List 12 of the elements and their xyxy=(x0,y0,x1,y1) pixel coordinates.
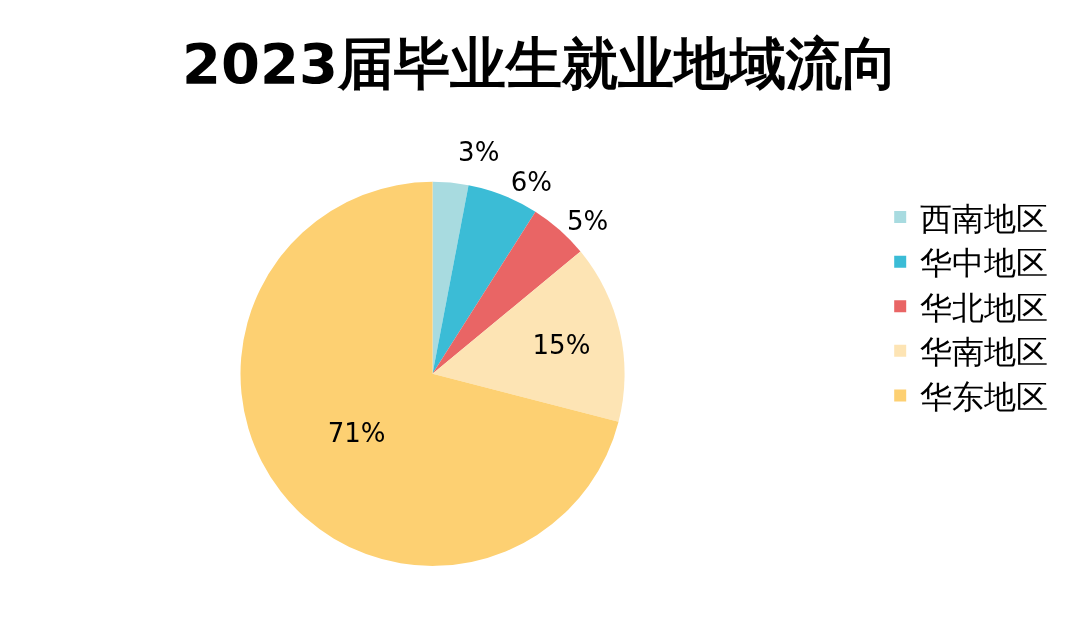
legend-label: 华南地区 xyxy=(920,333,1049,372)
legend-label: 西南地区 xyxy=(920,199,1049,238)
data-label: 71% xyxy=(327,417,386,448)
data-label: 3% xyxy=(458,137,500,168)
legend-label: 华北地区 xyxy=(920,288,1049,327)
legend-label: 华东地区 xyxy=(920,377,1049,416)
data-label: 6% xyxy=(510,167,552,198)
data-label: 5% xyxy=(567,206,609,237)
chart-title: 2023届毕业生就业地域流向 xyxy=(182,31,898,97)
pie-slice xyxy=(432,251,625,422)
legend-label: 华中地区 xyxy=(920,244,1049,283)
data-label: 15% xyxy=(532,330,591,361)
